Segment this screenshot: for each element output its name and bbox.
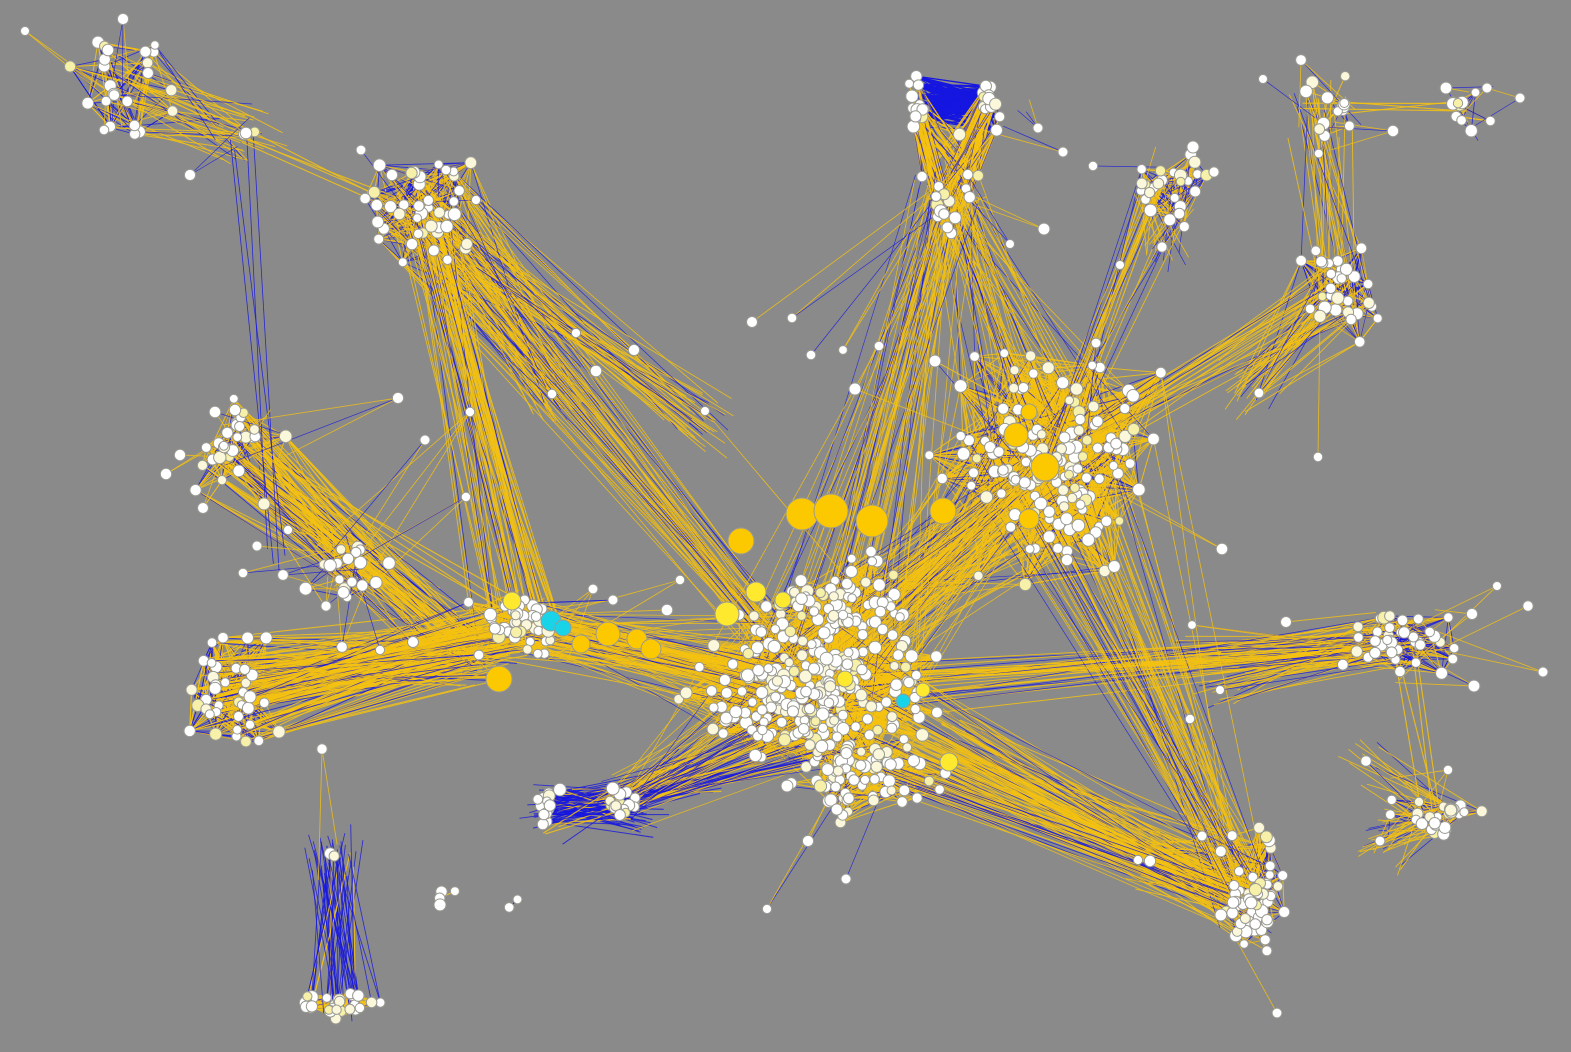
- graph-edge: [202, 398, 235, 466]
- graph-edge: [374, 176, 421, 193]
- graph-edge: [197, 642, 213, 706]
- graph-edge: [383, 228, 404, 263]
- graph-edge: [189, 660, 205, 732]
- graph-edge: [189, 689, 193, 731]
- graph-edge: [203, 660, 207, 700]
- graph-edge: [847, 763, 899, 812]
- graph-edge: [840, 789, 905, 823]
- graph-edge: [209, 713, 237, 737]
